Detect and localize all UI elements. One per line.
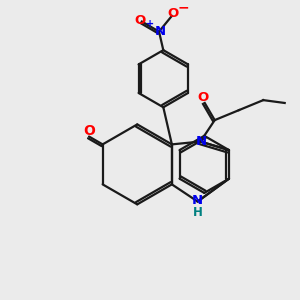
- Text: −: −: [178, 0, 189, 14]
- Text: O: O: [83, 124, 95, 138]
- Text: H: H: [193, 206, 202, 219]
- Text: +: +: [146, 20, 154, 29]
- Text: N: N: [155, 25, 166, 38]
- Text: O: O: [168, 7, 179, 20]
- Text: O: O: [134, 14, 145, 27]
- Text: N: N: [192, 194, 203, 207]
- Text: O: O: [198, 91, 209, 104]
- Text: N: N: [195, 135, 207, 148]
